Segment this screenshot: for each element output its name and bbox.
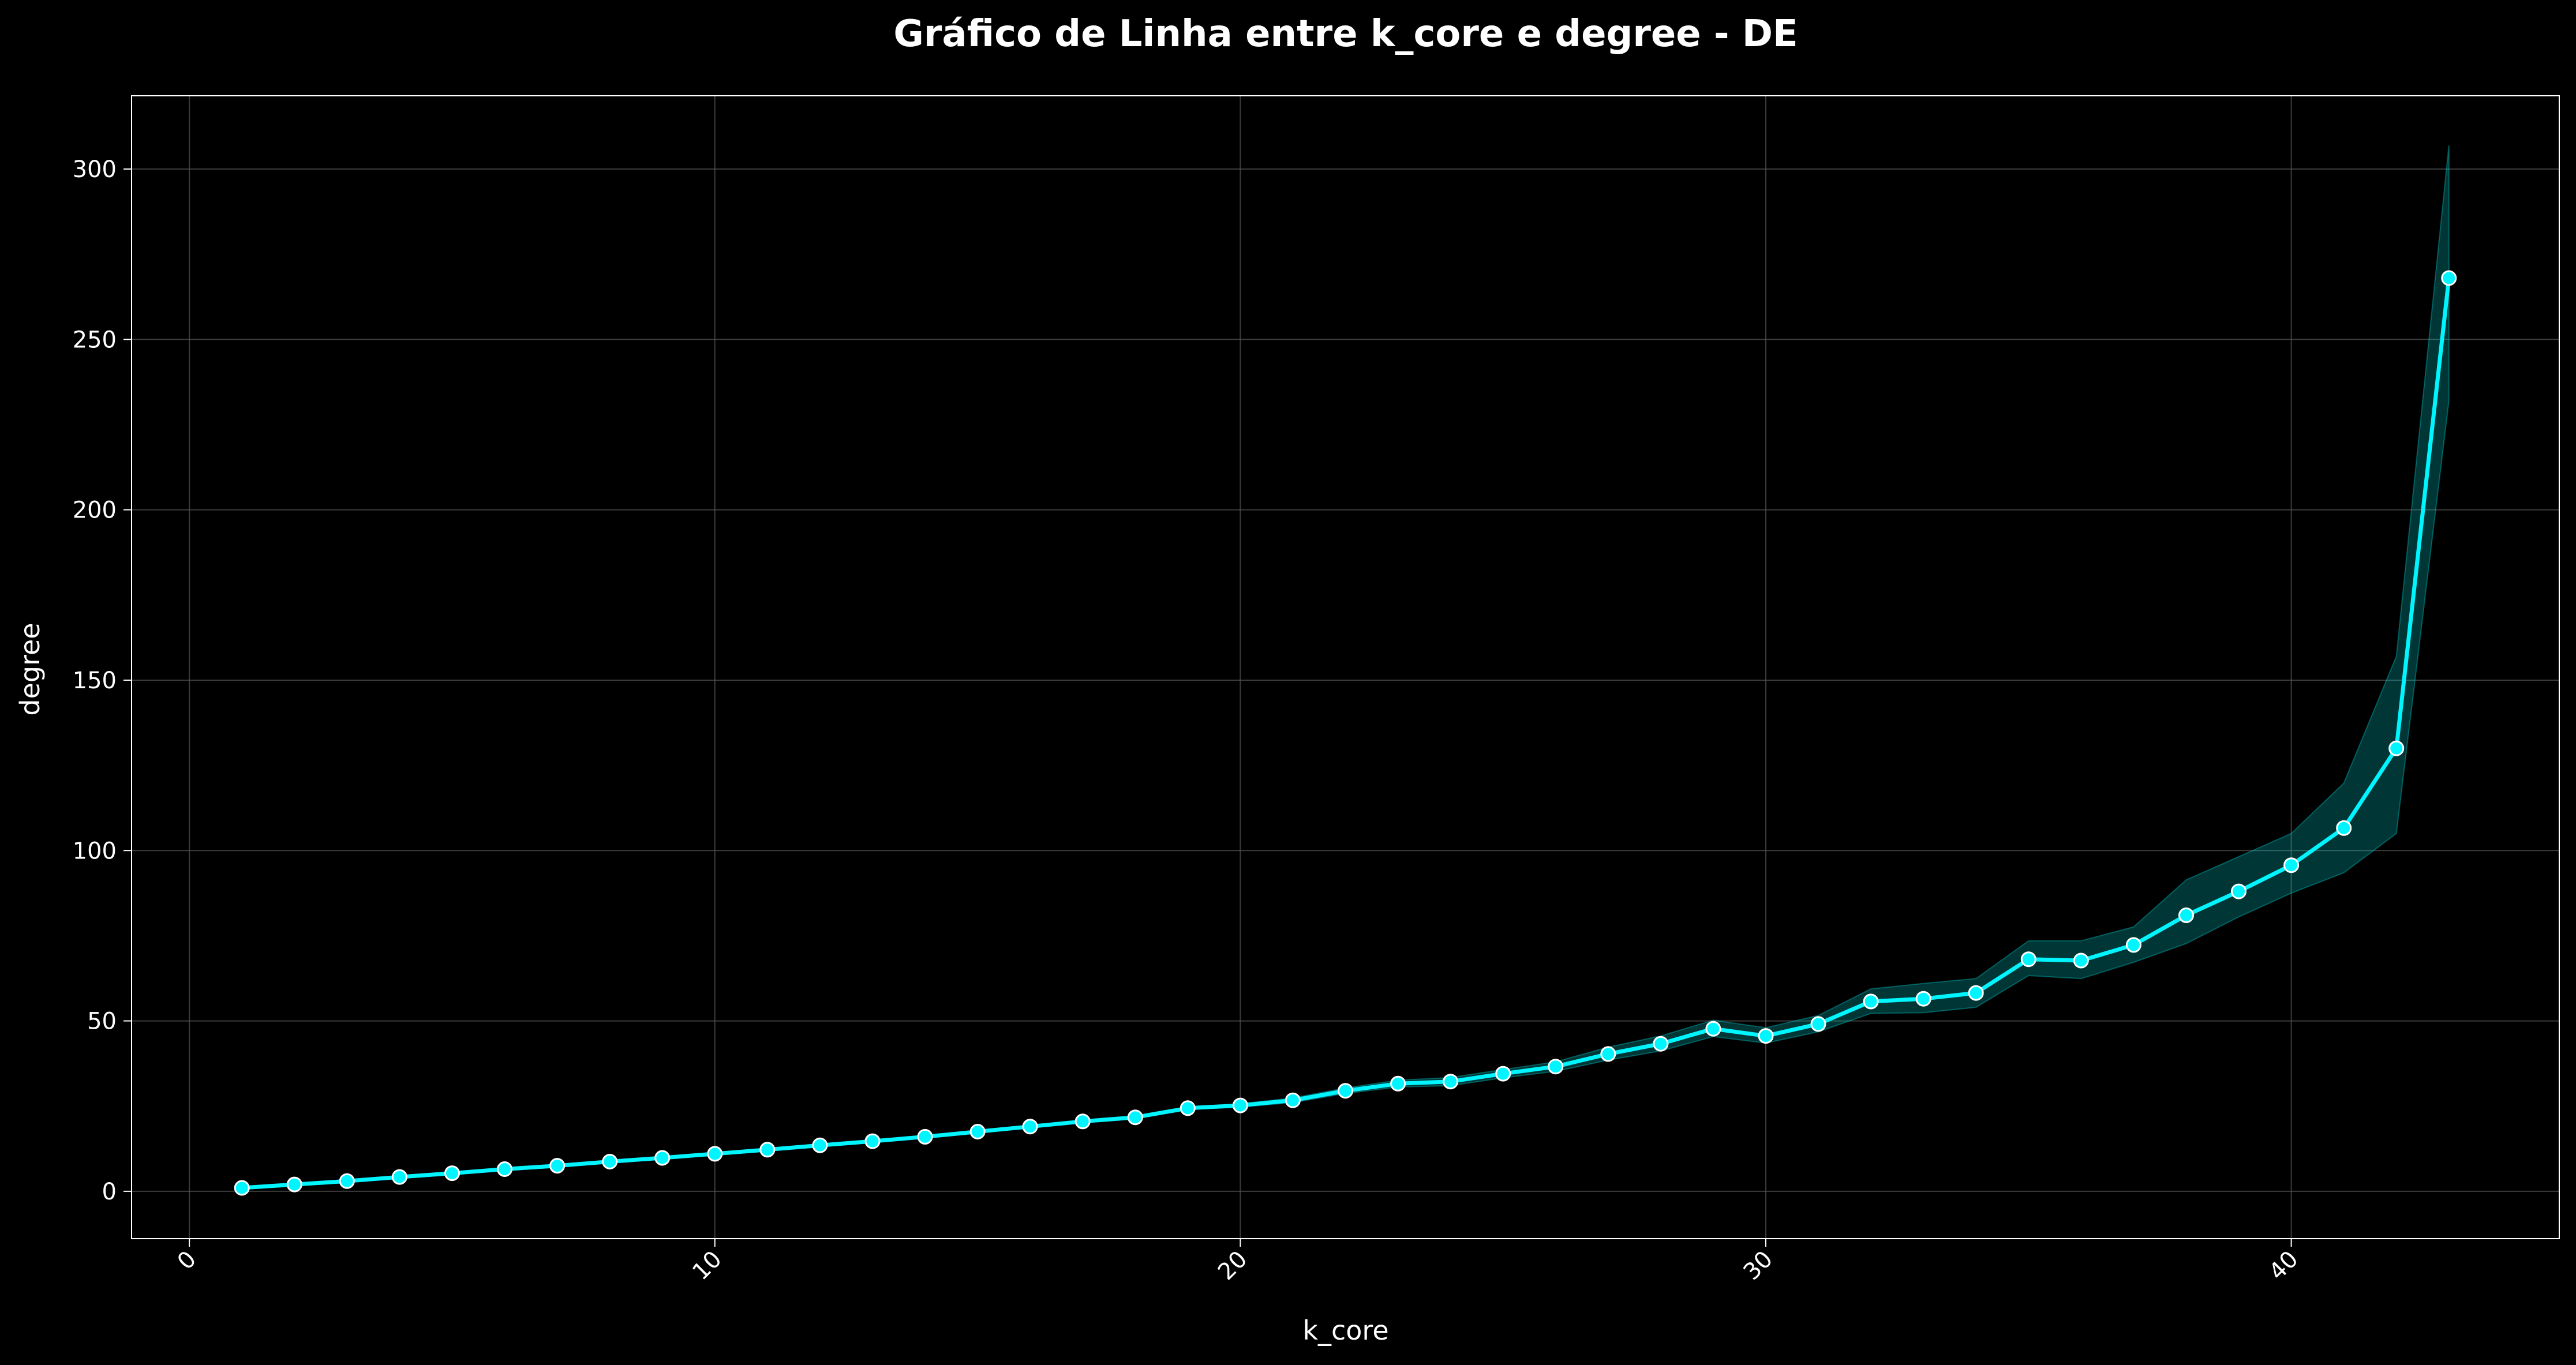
- data-point: [1495, 1066, 1511, 1082]
- data-point: [1758, 1028, 1774, 1044]
- y-tick-label: 150: [73, 667, 117, 694]
- y-tick-label: 50: [87, 1008, 117, 1035]
- data-point: [1915, 991, 1931, 1007]
- data-point: [1127, 1109, 1143, 1126]
- data-point: [286, 1176, 302, 1192]
- y-axis-label: degree: [14, 622, 46, 715]
- y-tick-label: 250: [73, 327, 117, 353]
- data-point: [2073, 952, 2089, 969]
- data-point: [1600, 1046, 1616, 1062]
- data-point: [2178, 907, 2194, 923]
- data-point: [1653, 1036, 1669, 1052]
- data-point: [759, 1142, 776, 1158]
- data-point: [2020, 951, 2036, 967]
- data-point: [864, 1133, 881, 1149]
- data-point: [1548, 1059, 1564, 1075]
- data-point: [812, 1137, 828, 1153]
- plot-area-frame: [131, 95, 2560, 1239]
- data-point: [2125, 937, 2141, 953]
- data-point: [234, 1180, 250, 1196]
- y-axis-ticks: 0 50 100 150 200 250 300: [73, 156, 132, 1205]
- data-point: [2336, 820, 2352, 836]
- data-point: [497, 1161, 512, 1177]
- data-point: [2231, 883, 2246, 899]
- data-point: [2283, 857, 2300, 873]
- data-point: [1074, 1113, 1091, 1130]
- marker-layer: [234, 270, 2457, 1196]
- data-point: [654, 1150, 671, 1166]
- data-point: [339, 1173, 355, 1189]
- data-point: [1863, 993, 1879, 1010]
- data-point: [1810, 1016, 1826, 1032]
- data-point: [2441, 270, 2457, 286]
- x-axis-label: k_core: [1302, 1315, 1388, 1346]
- data-point: [602, 1154, 618, 1169]
- y-tick-label: 100: [73, 838, 117, 864]
- data-point: [1022, 1119, 1038, 1135]
- data-point: [1968, 985, 1984, 1001]
- data-point: [1443, 1074, 1459, 1090]
- data-point: [1390, 1075, 1406, 1092]
- data-point: [969, 1124, 986, 1139]
- y-tick-label: 200: [73, 497, 117, 524]
- data-point: [2388, 740, 2405, 756]
- data-point: [1180, 1100, 1196, 1116]
- data-point: [1338, 1083, 1353, 1099]
- data-point: [1705, 1021, 1721, 1037]
- y-tick-label: 0: [102, 1179, 117, 1205]
- data-point: [391, 1169, 407, 1185]
- data-point: [444, 1165, 460, 1182]
- y-tick-label: 300: [73, 156, 117, 183]
- data-point: [1285, 1092, 1301, 1108]
- data-point: [1232, 1097, 1248, 1113]
- grid: [132, 96, 2559, 1239]
- data-point: [917, 1128, 933, 1145]
- data-point: [707, 1146, 723, 1162]
- data-point: [549, 1158, 566, 1174]
- chart-title: Gráfico de Linha entre k_core e degree -…: [893, 13, 1798, 55]
